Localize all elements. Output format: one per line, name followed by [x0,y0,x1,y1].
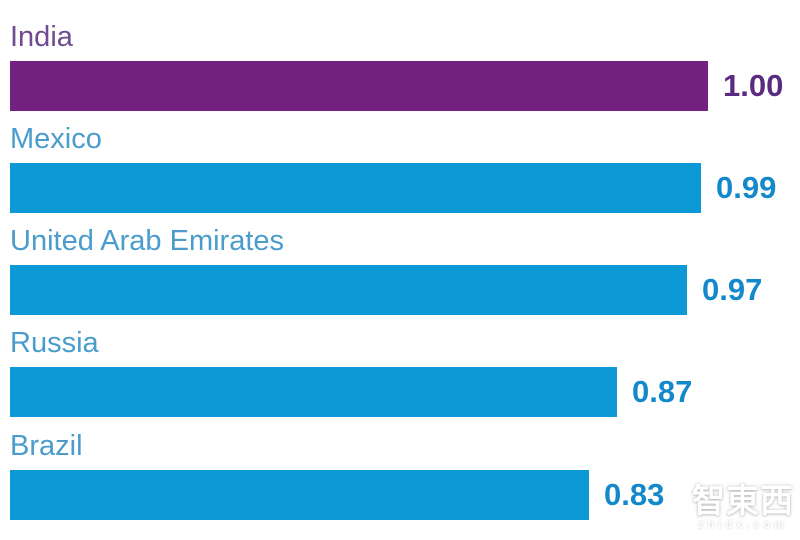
bar [10,163,701,213]
bar-line: 1.00 [10,61,800,111]
category-label: United Arab Emirates [10,225,285,257]
value-label: 0.87 [632,374,693,409]
value-label: 0.83 [604,477,665,512]
bar-row-india: India 1.00 [10,20,800,116]
bar [10,61,708,111]
bar-row-mexico: Mexico 0.99 [10,122,800,218]
value-label: 0.99 [716,170,777,205]
bar-line: 0.97 [10,265,800,315]
bar-row-russia: Russia 0.87 [10,326,800,422]
bar-line: 0.87 [10,367,800,417]
bar [10,367,617,417]
category-label: India [10,21,73,53]
category-label: Brazil [10,430,83,462]
category-label: Russia [10,327,99,359]
bar-row-united-arab-emirates: United Arab Emirates 0.97 [10,224,800,320]
bar [10,470,589,520]
value-label: 1.00 [723,68,784,103]
category-label: Mexico [10,123,102,155]
bar-line: 0.83 [10,470,800,520]
bar-line: 0.99 [10,163,800,213]
bar [10,265,687,315]
bar-row-brazil: Brazil 0.83 [10,429,800,525]
value-label: 0.97 [702,272,763,307]
